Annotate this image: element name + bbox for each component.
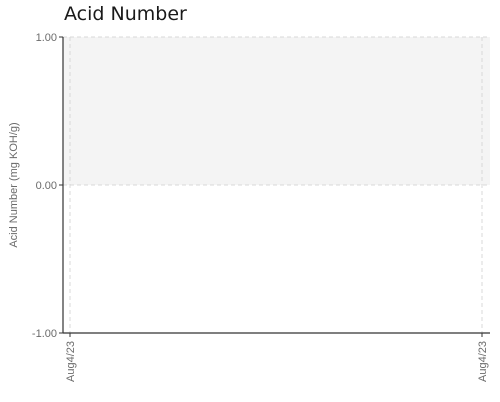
y-tick-label: 1.00 xyxy=(36,32,57,44)
grid-lines xyxy=(63,36,490,333)
y-tick-group: 1.00 0.00 -1.00 xyxy=(32,32,63,340)
y-tick-label: 0.00 xyxy=(36,180,57,192)
x-tick-group: Aug4/23 Aug4/23 xyxy=(65,333,489,382)
y-tick-label: -1.00 xyxy=(32,328,57,340)
chart-title: Acid Number xyxy=(64,3,187,25)
x-tick-label: Aug4/23 xyxy=(65,341,77,382)
x-tick-label: Aug4/23 xyxy=(477,341,489,382)
y-axis-label: Acid Number (mg KOH/g) xyxy=(8,122,20,247)
shaded-band xyxy=(63,37,490,185)
